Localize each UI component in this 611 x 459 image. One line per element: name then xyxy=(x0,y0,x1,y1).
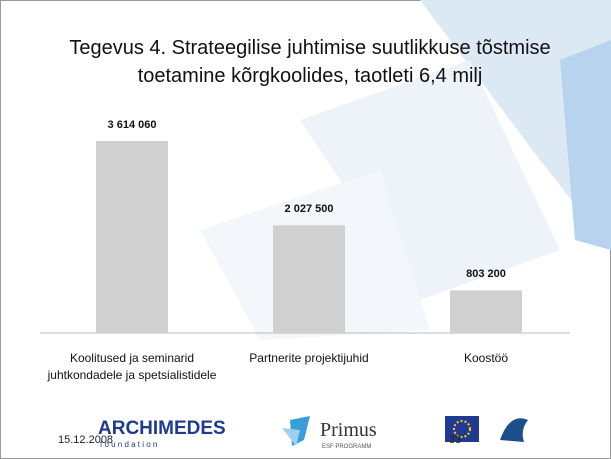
logo-subtext: ESF PROGRAMM xyxy=(322,444,371,450)
bar xyxy=(96,141,168,333)
bg-shape xyxy=(300,60,560,300)
category-label: Koostöö xyxy=(463,351,509,365)
value-label: 3 614 060 xyxy=(107,119,157,131)
category-label: Koolitused ja seminarid juhtkondadele ja… xyxy=(47,351,217,382)
value-label: 803 200 xyxy=(466,268,506,281)
category-label: Partnerite projektijuhid xyxy=(249,351,369,365)
footer-date: 15.12.2008 xyxy=(58,434,114,446)
bg-shape xyxy=(560,40,611,250)
archimedes-logo: ARCHIMEDES f o u n d a t i o n xyxy=(98,418,226,449)
logo-mark xyxy=(282,428,300,446)
bar xyxy=(450,290,522,333)
logo-text: Primus xyxy=(320,419,377,441)
eu-stars xyxy=(453,420,471,438)
logo-text: ARCHIMEDES xyxy=(98,418,226,439)
logo-subtext: f o u n d a t i o n xyxy=(100,440,157,449)
value-label: 2 027 500 xyxy=(284,203,334,216)
bar xyxy=(273,225,345,333)
chart-title: Tegevus 4. Strateegilise juhtimise suutl… xyxy=(69,37,551,87)
estonia-logo xyxy=(500,418,528,442)
primus-logo: Primus ESF PROGRAMM xyxy=(282,416,377,450)
page-number: 33 xyxy=(449,434,462,446)
